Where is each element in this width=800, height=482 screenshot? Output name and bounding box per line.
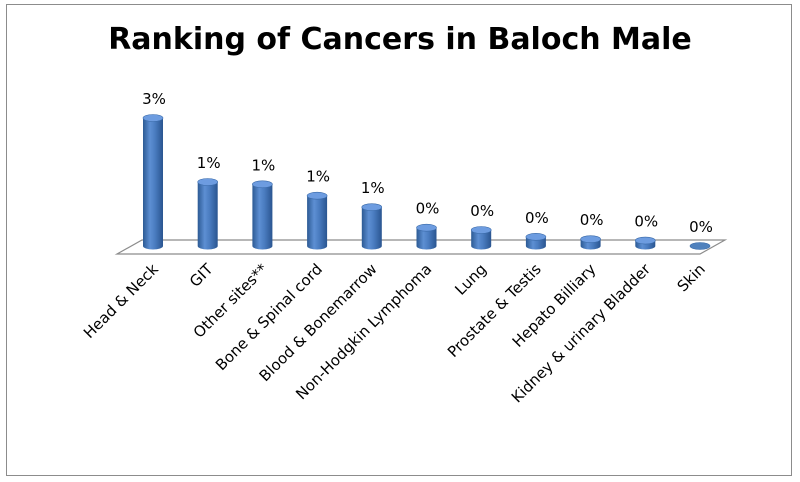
data-label-8: 0% (525, 209, 549, 227)
bar-2 (197, 178, 218, 250)
data-label-6: 0% (416, 200, 440, 218)
category-label-4: Bone & Spinal cord (212, 260, 326, 374)
data-label-11: 0% (689, 218, 713, 236)
bar-10 (634, 236, 656, 250)
bar-11 (689, 242, 711, 250)
bar-9 (580, 235, 601, 250)
bar-5 (361, 203, 383, 250)
category-label-2: GIT (186, 260, 217, 291)
data-label-4: 1% (306, 168, 330, 186)
data-label-3: 1% (252, 156, 276, 174)
bar-1 (142, 114, 164, 250)
bar-6 (416, 223, 437, 250)
data-label-5: 1% (361, 179, 385, 197)
bar-4 (306, 191, 328, 250)
bar-8 (525, 233, 547, 250)
category-label-1: Head & Neck (80, 260, 162, 342)
data-label-7: 0% (470, 202, 494, 220)
bar-7 (470, 226, 492, 250)
data-labels-layer: 3% 1% 1% 1% 1% 0% 0% 0% 0% 0% 0% (142, 90, 713, 236)
bars-layer (142, 114, 711, 250)
category-label-7: Lung (451, 260, 490, 299)
category-label-11: Skin (674, 260, 709, 295)
chart-title: Ranking of Cancers in Baloch Male (108, 22, 692, 57)
data-label-1: 3% (142, 90, 166, 108)
data-label-2: 1% (197, 154, 221, 172)
bar-3 (252, 180, 273, 250)
data-label-9: 0% (580, 211, 604, 229)
data-label-10: 0% (634, 213, 658, 231)
category-label-8: Prostate & Testis (444, 260, 545, 361)
